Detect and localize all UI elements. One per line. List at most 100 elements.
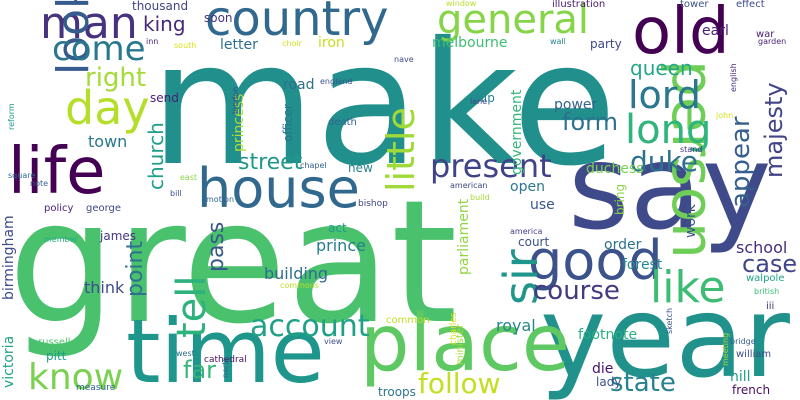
word-good: good (528, 229, 663, 292)
word-follow: follow (418, 367, 501, 400)
word-english: english (729, 63, 738, 92)
word-lord: lord (628, 73, 701, 117)
word-england: england (320, 77, 353, 86)
word-west: west (176, 349, 195, 358)
word-letter: letter (220, 37, 258, 53)
word-motion: motion (206, 195, 235, 204)
word-troops: troops (378, 385, 416, 399)
word-policy: policy (44, 203, 74, 214)
word-william: william (736, 349, 772, 360)
word-ship: ship (470, 91, 495, 105)
word-nave: nave (394, 55, 414, 64)
word-choir: choir (282, 39, 302, 48)
word-forest: forest (622, 257, 663, 273)
word-queen: queen (630, 56, 693, 80)
word-effect: effect (736, 0, 765, 10)
word-soon: soon (204, 11, 233, 25)
word-life: life (8, 135, 106, 209)
word-bill: bill (170, 189, 182, 198)
word-street: street (238, 150, 303, 175)
word-know: know (28, 357, 124, 398)
word-officer: officer (281, 104, 295, 142)
word-account: account (250, 309, 370, 344)
word-commons: commons (280, 281, 320, 290)
word-american: american (450, 181, 488, 190)
word-present: present (430, 147, 552, 185)
word-view: view (324, 337, 343, 346)
word-tower: tower (680, 0, 709, 10)
word-work: work (683, 204, 699, 238)
word-victoria: victoria (1, 335, 17, 388)
word-new: new (348, 161, 373, 175)
word-pitt: pitt (46, 349, 67, 363)
word-appear: appear (726, 116, 756, 208)
word-stand: stand (680, 145, 703, 154)
word-far: far (183, 356, 217, 384)
word-case: case (742, 250, 798, 278)
word-pass: pass (204, 221, 229, 272)
word-duke: duke (630, 145, 698, 178)
word-church: church (144, 122, 168, 190)
word-lane: lane (470, 97, 488, 106)
word-john: john (716, 111, 734, 120)
word-general: general (437, 0, 590, 43)
word-bridge: bridge (730, 337, 756, 346)
word-british: british (754, 287, 780, 296)
word-building: building (264, 264, 329, 283)
word-iron: iron (318, 35, 345, 51)
word-duchess: duchess (586, 161, 644, 177)
word-inn: inn (146, 37, 159, 46)
word-bishop: bishop (358, 199, 388, 209)
word-london: london (231, 86, 240, 114)
word-great: great (8, 164, 458, 362)
word-king: king (143, 12, 186, 36)
word-hill: hill (730, 369, 751, 385)
word-government: government (509, 89, 525, 175)
word-road: road (283, 77, 315, 93)
word-chapel: chapel (300, 161, 327, 170)
word-south: south (174, 41, 197, 50)
word-sketch: sketch (665, 307, 674, 334)
word-death: death (328, 117, 357, 128)
word-north: north (221, 356, 230, 378)
word-little: little (379, 107, 423, 192)
word-james: james (100, 229, 137, 243)
word-school: school (736, 238, 788, 257)
word-member: member (44, 235, 78, 244)
word-prince: prince (316, 236, 366, 255)
word-order: order (604, 237, 642, 253)
word-birmingham: birmingham (1, 215, 17, 300)
word-george: george (86, 203, 122, 214)
word-man: man (40, 0, 138, 49)
word-day: day (65, 81, 150, 135)
word-make: make (150, 6, 617, 204)
word-place: place (360, 299, 570, 389)
word-party: party (590, 37, 622, 51)
word-tell: tell (169, 275, 215, 338)
word-think: think (84, 278, 125, 297)
word-french: french (732, 383, 771, 397)
word-build: build (470, 193, 490, 202)
word-right: right (85, 63, 147, 93)
word-year: year (540, 273, 790, 400)
word-court: court (518, 235, 550, 249)
word-royal: royal (496, 316, 536, 335)
word-use: use (530, 197, 555, 213)
word-country: country (205, 0, 389, 47)
word-east: east (180, 173, 198, 182)
word-america: america (510, 227, 543, 236)
word-note: note (30, 179, 49, 188)
word-send: send (150, 91, 179, 105)
word-walpole: walpole (746, 273, 785, 284)
word-cathedral: cathedral (204, 355, 247, 365)
word-like: like (650, 262, 726, 313)
word-power: power (554, 97, 598, 113)
word-war: war (756, 29, 775, 40)
word-earl: earl (702, 23, 729, 39)
word-say: say (568, 118, 772, 256)
word-iii: iii (766, 301, 775, 312)
word-common: common (386, 315, 430, 326)
word-long: long (625, 107, 712, 153)
word-melbourne: melbourne (432, 35, 508, 51)
